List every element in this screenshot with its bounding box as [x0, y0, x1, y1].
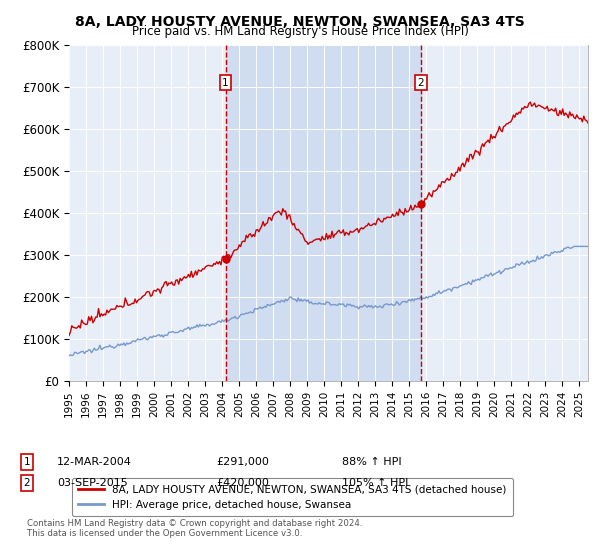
Text: 1: 1	[23, 457, 31, 467]
Text: 03-SEP-2015: 03-SEP-2015	[57, 478, 128, 488]
Text: 105% ↑ HPI: 105% ↑ HPI	[342, 478, 409, 488]
Text: £291,000: £291,000	[216, 457, 269, 467]
Text: 12-MAR-2004: 12-MAR-2004	[57, 457, 132, 467]
Text: £420,000: £420,000	[216, 478, 269, 488]
Bar	[226, 45, 421, 381]
Text: Contains HM Land Registry data © Crown copyright and database right 2024.: Contains HM Land Registry data © Crown c…	[27, 520, 362, 529]
Text: 8A, LADY HOUSTY AVENUE, NEWTON, SWANSEA, SA3 4TS: 8A, LADY HOUSTY AVENUE, NEWTON, SWANSEA,…	[75, 15, 525, 29]
Text: Price paid vs. HM Land Registry's House Price Index (HPI): Price paid vs. HM Land Registry's House …	[131, 25, 469, 38]
Text: 2: 2	[23, 478, 31, 488]
Text: 1: 1	[222, 78, 229, 87]
Text: 2: 2	[418, 78, 424, 87]
Text: This data is licensed under the Open Government Licence v3.0.: This data is licensed under the Open Gov…	[27, 530, 302, 539]
Text: 88% ↑ HPI: 88% ↑ HPI	[342, 457, 401, 467]
Legend: 8A, LADY HOUSTY AVENUE, NEWTON, SWANSEA, SA3 4TS (detached house), HPI: Average : 8A, LADY HOUSTY AVENUE, NEWTON, SWANSEA,…	[71, 478, 513, 516]
